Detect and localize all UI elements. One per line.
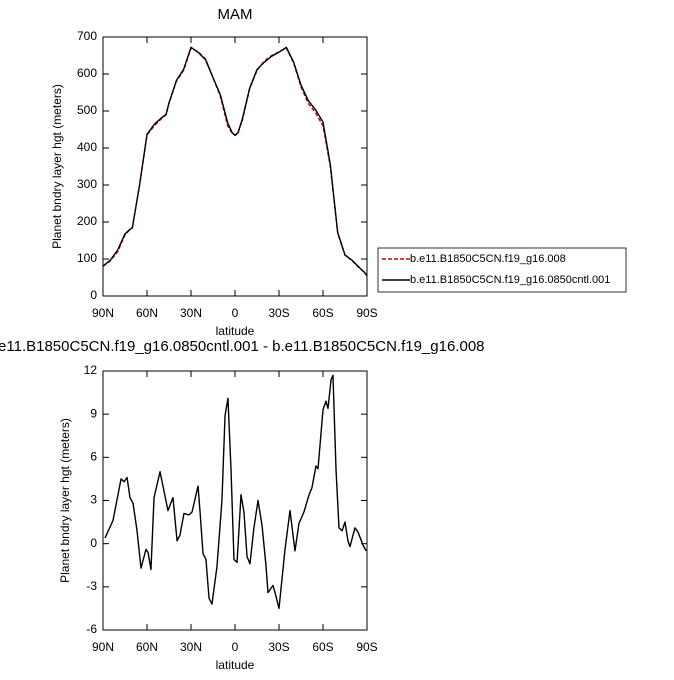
legend-label: b.e11.B1850C5CN.f19_g16.0850cntl.001 [410, 274, 610, 286]
x-tick-label: 90N [92, 306, 114, 320]
y-tick-label: 300 [77, 177, 97, 191]
y-tick-label: 3 [90, 493, 97, 507]
x-tick-label: 0 [232, 306, 239, 320]
y-tick-label: 100 [77, 251, 97, 265]
y-tick-label: 700 [77, 29, 97, 43]
x-tick-label: 90S [356, 306, 377, 320]
y-tick-label: 0 [90, 536, 97, 550]
legend-label: b.e11.B1850C5CN.f19_g16.008 [410, 253, 566, 265]
x-tick-label: 30S [268, 640, 289, 654]
chart-title: b.e11.B1850C5CN.f19_g16.0850cntl.001 - b… [0, 338, 484, 355]
x-tick-label: 60N [136, 640, 158, 654]
x-tick-label: 60S [312, 306, 333, 320]
y-tick-label: 200 [77, 214, 97, 228]
y-tick-label: -3 [86, 579, 97, 593]
x-tick-label: 0 [232, 640, 239, 654]
data-line [104, 374, 367, 610]
y-tick-label: 12 [84, 363, 98, 377]
x-tick-label: 90N [92, 640, 114, 654]
y-tick-label: 500 [77, 103, 97, 117]
y-axis-label: Planet bndry layer hgt (meters) [58, 418, 72, 583]
x-tick-label: 30S [268, 306, 289, 320]
x-tick-label: 90S [356, 640, 377, 654]
plot-frame [102, 370, 368, 631]
x-tick-label: 30N [180, 640, 202, 654]
x-axis-label: latitude [216, 324, 255, 338]
x-tick-label: 60S [312, 640, 333, 654]
y-tick-label: 400 [77, 140, 97, 154]
x-axis-label: latitude [216, 658, 255, 672]
y-tick-label: 0 [90, 288, 97, 302]
legend-box [377, 247, 627, 293]
x-tick-label: 30N [180, 306, 202, 320]
y-tick-label: 6 [90, 450, 97, 464]
y-tick-label: -6 [86, 622, 97, 636]
data-line [102, 46, 368, 277]
x-tick-label: 60N [136, 306, 158, 320]
y-axis-label: Planet bndry layer hgt (meters) [50, 84, 64, 249]
chart-title: MAM [218, 6, 253, 23]
y-tick-label: 600 [77, 66, 97, 80]
y-tick-label: 9 [90, 406, 97, 420]
